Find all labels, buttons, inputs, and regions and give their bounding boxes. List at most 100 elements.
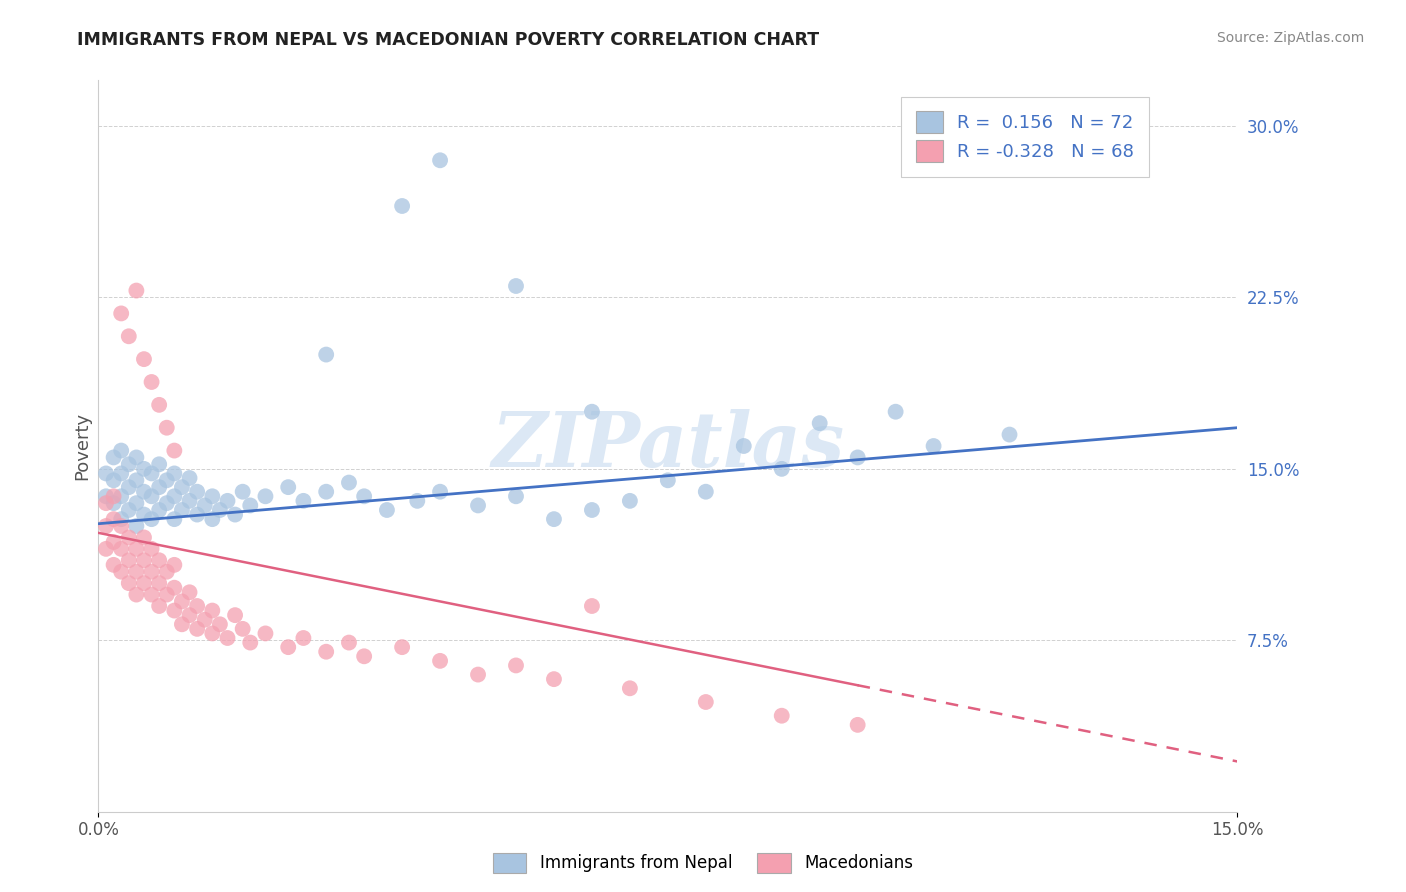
Point	[619, 494, 641, 508]
Point	[141, 489, 163, 503]
Point	[110, 519, 132, 533]
Point	[163, 558, 186, 572]
Y-axis label: Poverty: Poverty	[73, 412, 91, 480]
Point	[208, 503, 231, 517]
Point	[179, 471, 201, 485]
Point	[808, 416, 831, 430]
Legend: R =  0.156   N = 72, R = -0.328   N = 68: R = 0.156 N = 72, R = -0.328 N = 68	[901, 96, 1149, 177]
Point	[194, 613, 217, 627]
Point	[201, 626, 224, 640]
Point	[103, 535, 125, 549]
Point	[170, 503, 193, 517]
Point	[125, 450, 148, 465]
Point	[619, 681, 641, 696]
Point	[110, 512, 132, 526]
Point	[581, 599, 603, 613]
Point	[148, 503, 170, 517]
Point	[141, 467, 163, 481]
Point	[141, 512, 163, 526]
Point	[239, 635, 262, 649]
Point	[733, 439, 755, 453]
Point	[103, 512, 125, 526]
Point	[163, 604, 186, 618]
Point	[125, 519, 148, 533]
Point	[391, 640, 413, 655]
Point	[353, 489, 375, 503]
Point	[163, 512, 186, 526]
Point	[156, 588, 179, 602]
Point	[179, 585, 201, 599]
Point	[292, 631, 315, 645]
Point	[186, 484, 208, 499]
Point	[103, 473, 125, 487]
Point	[132, 553, 155, 567]
Point	[179, 494, 201, 508]
Legend: Immigrants from Nepal, Macedonians: Immigrants from Nepal, Macedonians	[486, 847, 920, 880]
Point	[141, 565, 163, 579]
Point	[315, 484, 337, 499]
Point	[292, 494, 315, 508]
Point	[110, 541, 132, 556]
Point	[148, 480, 170, 494]
Point	[277, 480, 299, 494]
Point	[337, 475, 360, 490]
Point	[118, 553, 141, 567]
Point	[141, 375, 163, 389]
Point	[254, 489, 277, 503]
Point	[277, 640, 299, 655]
Point	[94, 467, 117, 481]
Point	[254, 626, 277, 640]
Point	[186, 508, 208, 522]
Point	[429, 153, 451, 168]
Point	[170, 480, 193, 494]
Point	[125, 588, 148, 602]
Point	[125, 565, 148, 579]
Point	[695, 695, 717, 709]
Point	[141, 541, 163, 556]
Point	[132, 462, 155, 476]
Point	[467, 667, 489, 681]
Point	[132, 530, 155, 544]
Point	[353, 649, 375, 664]
Point	[125, 473, 148, 487]
Point	[170, 617, 193, 632]
Point	[224, 508, 246, 522]
Point	[208, 617, 231, 632]
Point	[156, 421, 179, 435]
Point	[846, 450, 869, 465]
Point	[337, 635, 360, 649]
Point	[163, 489, 186, 503]
Point	[156, 473, 179, 487]
Point	[94, 519, 117, 533]
Point	[103, 450, 125, 465]
Point	[657, 473, 679, 487]
Point	[103, 558, 125, 572]
Point	[110, 489, 132, 503]
Point	[505, 279, 527, 293]
Point	[148, 576, 170, 591]
Point	[118, 458, 141, 472]
Point	[884, 405, 907, 419]
Point	[163, 581, 186, 595]
Point	[125, 284, 148, 298]
Point	[94, 489, 117, 503]
Point	[186, 622, 208, 636]
Point	[770, 708, 793, 723]
Point	[110, 306, 132, 320]
Point	[429, 654, 451, 668]
Point	[232, 484, 254, 499]
Point	[505, 658, 527, 673]
Point	[429, 484, 451, 499]
Point	[103, 489, 125, 503]
Point	[922, 439, 945, 453]
Point	[148, 458, 170, 472]
Point	[770, 462, 793, 476]
Point	[163, 467, 186, 481]
Point	[156, 565, 179, 579]
Point	[110, 467, 132, 481]
Point	[148, 599, 170, 613]
Point	[179, 608, 201, 623]
Point	[543, 512, 565, 526]
Text: Source: ZipAtlas.com: Source: ZipAtlas.com	[1216, 31, 1364, 45]
Point	[695, 484, 717, 499]
